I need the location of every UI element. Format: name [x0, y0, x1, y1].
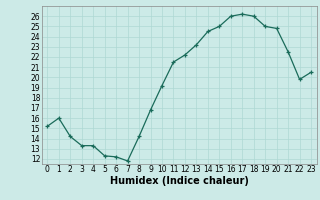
X-axis label: Humidex (Indice chaleur): Humidex (Indice chaleur): [110, 176, 249, 186]
